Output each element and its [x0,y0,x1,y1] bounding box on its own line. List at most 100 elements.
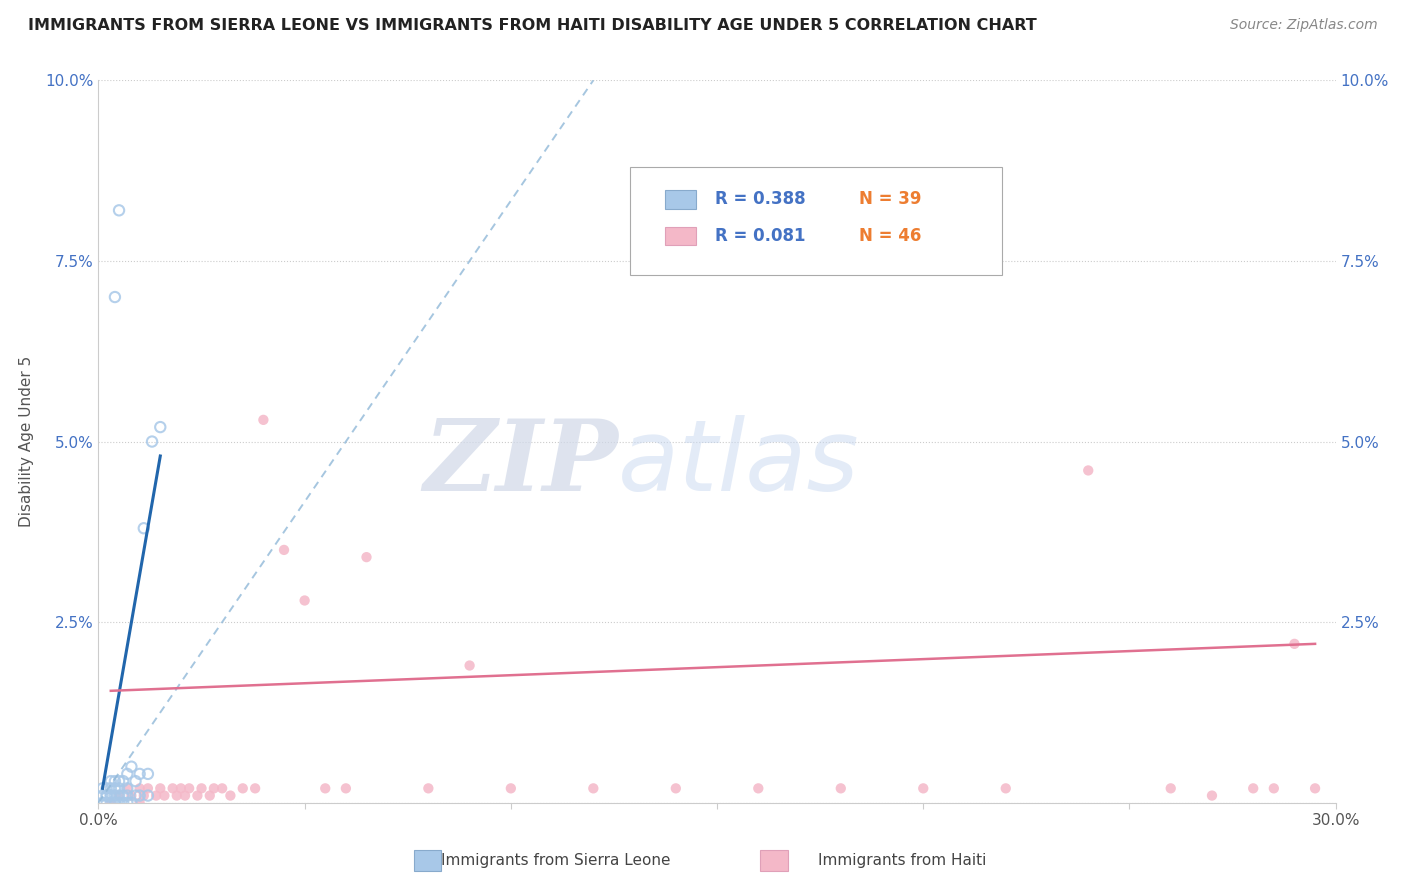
Point [170,781,193,796]
Point [128,781,150,796]
Text: R = 0.081: R = 0.081 [714,227,806,244]
Point [198,789,221,803]
Bar [665,191,696,209]
Point [128,796,150,810]
Point [294,593,316,607]
Point [499,781,522,796]
Point [1077,463,1099,477]
Text: atlas: atlas [619,415,859,512]
Point [149,420,172,434]
Point [145,789,167,803]
Point [356,550,378,565]
Bar [665,227,696,244]
Text: Source: ZipAtlas.com: Source: ZipAtlas.com [1230,18,1378,32]
Point [243,781,266,796]
Point [117,789,139,803]
Point [128,767,150,781]
Point [108,774,131,789]
Point [912,781,935,796]
Point [232,781,254,796]
Text: Immigrants from Haiti: Immigrants from Haiti [818,853,987,868]
Point [1201,789,1223,803]
Point [273,542,295,557]
Point [120,760,142,774]
Point [112,789,135,803]
Point [136,767,159,781]
Text: N = 39: N = 39 [859,191,922,209]
Point [166,789,188,803]
Point [136,789,159,803]
Point [830,781,852,796]
Point [458,658,481,673]
Point [100,789,122,803]
Point [100,774,122,789]
Point [1160,781,1182,796]
Point [132,789,155,803]
Point [104,796,127,810]
Point [108,203,131,218]
Point [136,781,159,796]
Point [418,781,440,796]
Point [100,789,122,803]
Point [117,781,139,796]
Bar [761,850,787,871]
Point [1284,637,1306,651]
Point [100,781,122,796]
Point [96,789,118,803]
Bar [413,850,441,871]
Point [91,781,114,796]
Y-axis label: Disability Age Under 5: Disability Age Under 5 [20,356,34,527]
Point [314,781,336,796]
Point [1241,781,1264,796]
Text: IMMIGRANTS FROM SIERRA LEONE VS IMMIGRANTS FROM HAITI DISABILITY AGE UNDER 5 COR: IMMIGRANTS FROM SIERRA LEONE VS IMMIGRAN… [28,18,1036,33]
Point [202,781,225,796]
Point [104,290,127,304]
Point [112,774,135,789]
Point [117,767,139,781]
Point [91,789,114,803]
Point [153,789,176,803]
Point [104,774,127,789]
Point [117,796,139,810]
Point [132,521,155,535]
Point [665,781,688,796]
Point [100,796,122,810]
Text: R = 0.388: R = 0.388 [714,191,806,209]
Point [96,796,118,810]
Point [104,789,127,803]
Point [91,796,114,810]
Point [117,781,139,796]
Point [162,781,184,796]
Point [104,796,127,810]
Point [128,789,150,803]
Point [582,781,605,796]
Point [124,774,146,789]
Point [1263,781,1285,796]
Point [219,789,242,803]
Point [335,781,357,796]
Point [100,796,122,810]
Point [1303,781,1326,796]
Point [104,781,127,796]
Point [211,781,233,796]
Point [186,789,208,803]
FancyBboxPatch shape [630,167,1001,276]
Point [108,781,131,796]
Point [96,781,118,796]
Point [994,781,1017,796]
Point [747,781,769,796]
Point [108,796,131,810]
Point [108,789,131,803]
Point [96,789,118,803]
Point [141,434,163,449]
Point [120,789,142,803]
Text: N = 46: N = 46 [859,227,922,244]
Point [252,413,274,427]
Text: Immigrants from Sierra Leone: Immigrants from Sierra Leone [441,853,671,868]
Point [190,781,212,796]
Point [108,789,131,803]
Point [179,781,201,796]
Text: ZIP: ZIP [423,415,619,511]
Point [174,789,197,803]
Point [124,789,146,803]
